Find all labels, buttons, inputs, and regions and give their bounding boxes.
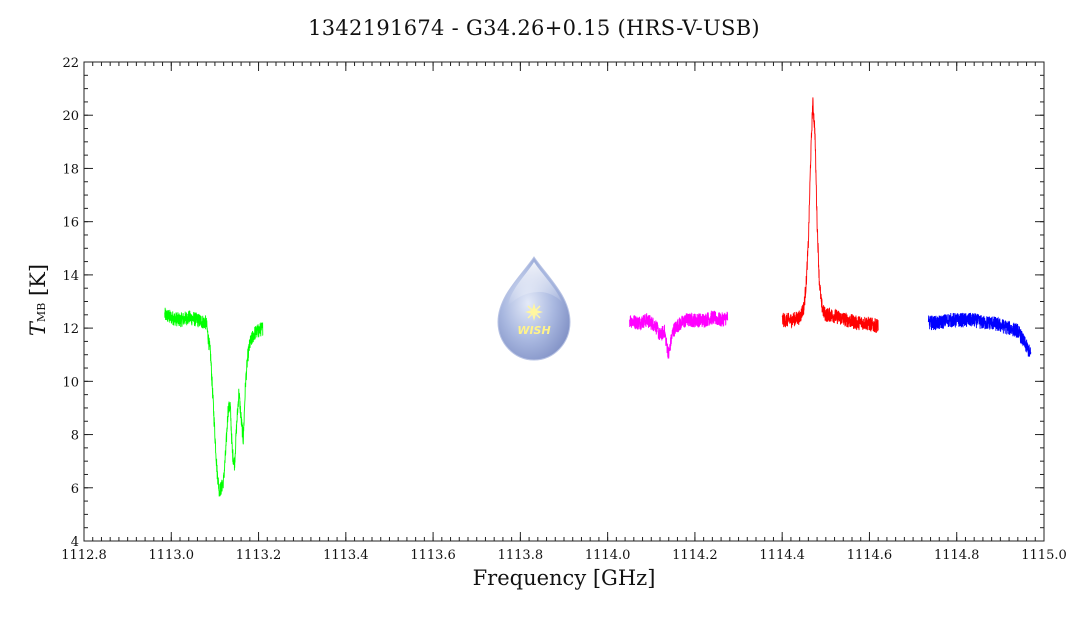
y-tick-label: 10 — [62, 375, 79, 390]
star-icon — [525, 303, 543, 321]
x-tick-label: 1114.2 — [672, 548, 718, 563]
spectrum-series-3 — [781, 97, 879, 333]
y-tick-label: 14 — [62, 269, 79, 284]
chart-title: 1342191674 - G34.26+0.15 (HRS-V-USB) — [308, 16, 760, 40]
x-tick-label: 1112.8 — [61, 548, 107, 563]
x-tick-label: 1115.0 — [1021, 548, 1067, 563]
y-tick-label: 18 — [62, 162, 79, 177]
x-tick-label: 1114.4 — [759, 548, 805, 563]
y-tick-label: 4 — [71, 535, 79, 550]
x-tick-label: 1113.6 — [410, 548, 456, 563]
y-axis-label: TMB [K] — [26, 230, 50, 370]
y-tick-label: 12 — [62, 322, 79, 337]
x-tick-label: 1114.0 — [585, 548, 631, 563]
wish-logo: WISH — [497, 256, 571, 361]
y-tick-label: 8 — [71, 429, 79, 444]
spectrum-series-2 — [629, 310, 729, 359]
y-axis-symbol: T — [26, 322, 50, 337]
logo-text: WISH — [517, 324, 550, 337]
x-tick-label: 1114.8 — [934, 548, 980, 563]
x-tick-label: 1113.0 — [149, 548, 195, 563]
y-tick-label: 16 — [62, 216, 79, 231]
y-tick-label: 22 — [62, 56, 79, 71]
x-tick-label: 1114.6 — [847, 548, 893, 563]
x-tick-label: 1113.8 — [498, 548, 544, 563]
spectrum-series-4 — [927, 312, 1032, 357]
x-tick-label: 1113.2 — [236, 548, 282, 563]
x-tick-label: 1113.4 — [323, 548, 369, 563]
y-tick-label: 20 — [62, 109, 79, 124]
y-axis-subscript: MB — [35, 302, 48, 323]
spectrum-series-1 — [164, 307, 264, 497]
y-tick-label: 6 — [71, 482, 79, 497]
y-axis-unit: [K] — [26, 263, 50, 297]
x-axis-label: Frequency [GHz] — [472, 566, 656, 590]
